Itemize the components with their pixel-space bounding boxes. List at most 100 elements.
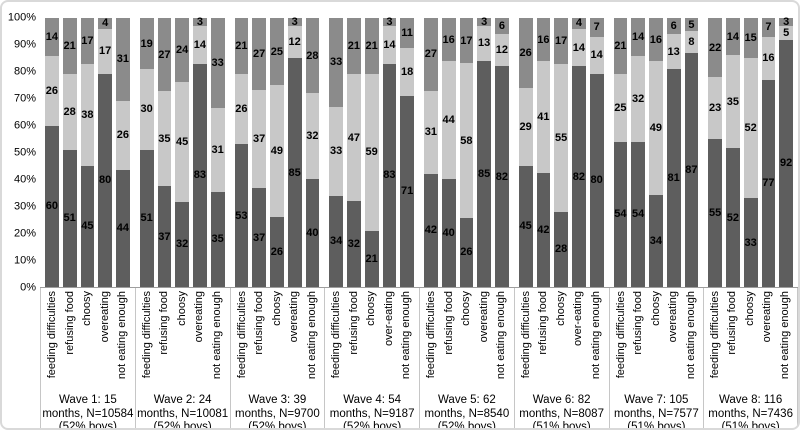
bar-segment-top: 14 [726,18,740,56]
category-label-slot: overeating [288,291,302,390]
group-labels: feeding difficulties refusing food choosy o… [419,288,514,428]
bar-not-eating-enough: 6 12 82 [495,18,509,287]
category-label: not eating enough [117,291,129,380]
y-axis-tick-label: 80% [13,65,36,78]
wave-group: 14 26 60 21 28 51 17 38 45 4 17 80 31 26 44 feeding dif… [40,18,135,428]
segment-value-label: 37 [253,133,266,146]
segment-value-label: 33 [744,236,757,249]
category-label: feeding difficulties [47,291,58,379]
bar-segment-top: 17 [459,18,474,64]
wave-group: 33 33 34 21 47 32 21 59 21 3 14 83 11 18 71 feeding dif… [324,17,419,428]
segment-value-label: 54 [632,208,645,221]
wave-label: Wave 2: 24 months, N=10081 (52% boys) [137,394,229,430]
bar-overeating: 3 12 85 [287,17,302,287]
segment-value-label: 19 [140,37,153,50]
segment-value-label: 26 [235,103,248,116]
bar-segment-middle: 47 [347,74,361,201]
category-label: feeding difficulties [236,291,248,379]
bar-segment-bottom: 42 [424,174,438,287]
segment-value-label: 23 [709,102,722,115]
category-label-slot: over-eating [572,291,586,390]
segment-value-label: 12 [495,44,508,57]
bar-segment-bottom: 92 [779,39,793,287]
bar-segment-middle: 23 [708,77,722,140]
bar-feeding-difficulties: 19 30 51 [139,18,154,287]
segment-value-label: 40 [306,227,319,240]
category-label: feeding difficulties [331,291,343,379]
segment-value-label: 87 [685,163,698,176]
segment-value-label: 12 [288,36,301,49]
bar-segment-middle: 33 [329,106,343,196]
y-axis-tick-label: 60% [13,119,36,132]
bar-overeating: 7 16 77 [761,18,776,287]
bar-segment-bottom: 26 [459,217,474,287]
segment-value-label: 21 [365,253,378,265]
y-axis-tick-label: 90% [13,38,36,51]
segment-value-label: 26 [116,129,129,142]
segment-value-label: 26 [270,246,283,259]
category-label-slot: overeating [99,291,113,390]
category-label-slot: refusing food [443,291,457,390]
segment-value-label: 17 [99,45,112,58]
category-label: refusing food [727,291,739,355]
segment-value-label: 85 [288,166,301,179]
bar-segment-middle: 17 [98,28,112,74]
bar-not-eating-enough: 11 18 71 [400,18,414,287]
bar-segment-top: 24 [175,18,189,82]
category-label-slot: feeding difficulties [236,291,250,390]
bars-row: 33 33 34 21 47 32 21 59 21 3 14 83 11 18 71 [324,17,419,288]
bar-refusing-food: 14 32 54 [631,18,645,287]
category-label-slot: over-eating [383,291,397,390]
category-label: over-eating [383,291,395,347]
segment-value-label: 26 [45,84,58,97]
bar-segment-middle: 37 [252,89,266,189]
segment-value-label: 45 [176,135,189,148]
segment-value-label: 92 [780,157,793,170]
category-label-slot: refusing food [253,291,267,390]
segment-value-label: 52 [726,211,739,224]
segment-value-label: 54 [614,208,627,221]
bar-segment-middle: 38 [80,63,95,166]
bar-segment-bottom: 45 [518,165,533,287]
category-label-slot: feeding difficulties [141,291,155,390]
bar-segment-top: 21 [613,18,628,75]
bar-segment-top: 14 [631,18,645,56]
category-label-slot: feeding difficulties [615,291,629,390]
category-label-slot: choosy [271,291,285,390]
wave-group: 27 31 42 16 44 40 17 58 26 3 13 85 6 12 82 feeding diff… [419,16,514,428]
bars-row: 19 30 51 27 35 37 24 45 32 3 14 83 33 31 35 [134,17,230,288]
segment-value-label: 27 [158,48,171,61]
bar-refusing-food: 27 37 37 [252,18,266,287]
segment-value-label: 77 [762,177,775,190]
segment-value-label: 37 [253,231,266,244]
bar-refusing-food: 27 35 37 [157,18,172,287]
category-label: not eating enough [685,291,697,380]
segment-value-label: 59 [365,146,378,159]
bar-choosy: 17 55 28 [554,18,568,287]
category-labels-row: feeding difficulties refusing food choosy o… [420,288,514,390]
bar-segment-middle: 25 [613,74,628,142]
bars-row: 22 23 55 14 35 52 15 52 33 7 16 77 3 5 92 [703,17,798,288]
category-label: choosy [555,291,567,326]
bar-refusing-food: 16 44 40 [441,18,456,287]
segment-value-label: 71 [401,185,414,198]
bar-segment-top: 3 [382,17,397,28]
category-label: refusing food [348,291,360,355]
category-label-slot: overeating [478,291,492,390]
bar-segment-top: 27 [252,18,266,90]
category-label-slot: feeding difficulties [330,291,344,390]
segment-value-label: 17 [81,34,94,47]
segment-value-label: 28 [63,106,76,119]
wave-group: 21 25 54 14 32 54 16 49 34 6 13 81 5 8 87 feeding diffi… [608,18,704,428]
segment-value-label: 55 [709,207,722,219]
bar-segment-middle: 44 [441,61,456,180]
segment-value-label: 82 [572,170,585,183]
segment-value-label: 41 [537,111,550,124]
bar-segment-top: 4 [98,18,112,29]
category-label: overeating [99,291,111,343]
bar-over-eating: 3 14 83 [382,17,397,287]
segment-value-label: 4 [102,17,109,30]
bar-segment-bottom: 32 [175,201,189,287]
segment-value-label: 31 [211,143,224,156]
bar-segment-top: 31 [116,18,130,101]
